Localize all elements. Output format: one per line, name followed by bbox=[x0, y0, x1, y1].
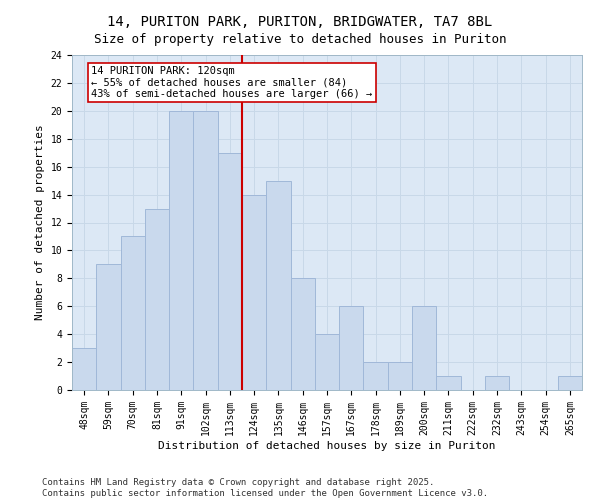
Bar bbox=[315, 334, 339, 390]
Bar bbox=[485, 376, 509, 390]
Bar bbox=[339, 306, 364, 390]
Bar bbox=[169, 111, 193, 390]
Bar bbox=[436, 376, 461, 390]
Text: Size of property relative to detached houses in Puriton: Size of property relative to detached ho… bbox=[94, 32, 506, 46]
Bar bbox=[193, 111, 218, 390]
Text: 14 PURITON PARK: 120sqm
← 55% of detached houses are smaller (84)
43% of semi-de: 14 PURITON PARK: 120sqm ← 55% of detache… bbox=[91, 66, 373, 100]
X-axis label: Distribution of detached houses by size in Puriton: Distribution of detached houses by size … bbox=[158, 440, 496, 450]
Bar bbox=[290, 278, 315, 390]
Bar bbox=[266, 180, 290, 390]
Bar bbox=[72, 348, 96, 390]
Text: Contains HM Land Registry data © Crown copyright and database right 2025.
Contai: Contains HM Land Registry data © Crown c… bbox=[42, 478, 488, 498]
Bar bbox=[242, 194, 266, 390]
Bar bbox=[364, 362, 388, 390]
Bar bbox=[388, 362, 412, 390]
Bar bbox=[145, 208, 169, 390]
Bar bbox=[412, 306, 436, 390]
Bar bbox=[218, 152, 242, 390]
Bar bbox=[121, 236, 145, 390]
Text: 14, PURITON PARK, PURITON, BRIDGWATER, TA7 8BL: 14, PURITON PARK, PURITON, BRIDGWATER, T… bbox=[107, 15, 493, 29]
Bar bbox=[558, 376, 582, 390]
Bar bbox=[96, 264, 121, 390]
Y-axis label: Number of detached properties: Number of detached properties bbox=[35, 124, 45, 320]
